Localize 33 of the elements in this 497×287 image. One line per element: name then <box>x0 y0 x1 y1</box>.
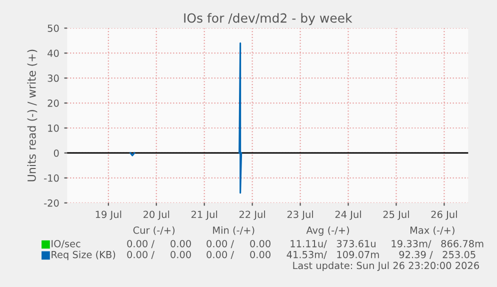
text: 0.00 / 0.00 <box>206 250 270 260</box>
legend-label: Req Size (KB) <box>52 250 116 260</box>
x-tick-label: 20 Jul <box>143 210 170 220</box>
text: Cur (-/+) <box>133 226 175 235</box>
text: Min (-/+) <box>213 226 254 235</box>
y-tick-label: 0 <box>54 149 59 157</box>
x-tick-label: 24 Jul <box>335 210 361 220</box>
legend-label: IO/sec <box>52 240 80 248</box>
x-tick-label: 22 Jul <box>239 210 265 220</box>
x-tick-label: 19 Jul <box>96 210 122 220</box>
text: Avg (-/+) <box>306 226 349 236</box>
text: 0.00 / 0.00 <box>127 240 191 248</box>
y-tick-label: 10 <box>48 124 59 132</box>
text: 41.53m/ 109.07m <box>286 250 379 260</box>
x-tick-label: 23 Jul <box>287 210 313 220</box>
text: Max (-/+) <box>410 226 454 235</box>
chart-title: IOs for /dev/md2 - by week <box>184 13 352 26</box>
text: 19.33m/ 866.78m <box>392 240 484 248</box>
x-tick-label: 25 Jul <box>383 210 409 220</box>
text: 0.00 / 0.00 <box>127 250 191 260</box>
x-tick-label: 26 Jul <box>431 210 457 220</box>
y-tick-label: 40 <box>48 50 59 57</box>
text: 0.00 / 0.00 <box>206 240 270 248</box>
y-tick-label: -20 <box>44 199 59 207</box>
y-tick-label: 50 <box>48 24 59 32</box>
text: 92.39 / 253.05 <box>399 250 476 260</box>
y-axis-title: Units read (-) / write (+) <box>27 50 38 182</box>
x-tick-label: 21 Jul <box>191 210 218 220</box>
text: 11.11u/ 373.61u <box>290 240 376 248</box>
text: Last update: Sun Jul 26 23:20:00 2026 <box>293 262 479 272</box>
y-tick-label: 20 <box>48 100 59 107</box>
y-tick-label: 30 <box>48 74 59 82</box>
y-tick-label: -10 <box>44 174 59 182</box>
